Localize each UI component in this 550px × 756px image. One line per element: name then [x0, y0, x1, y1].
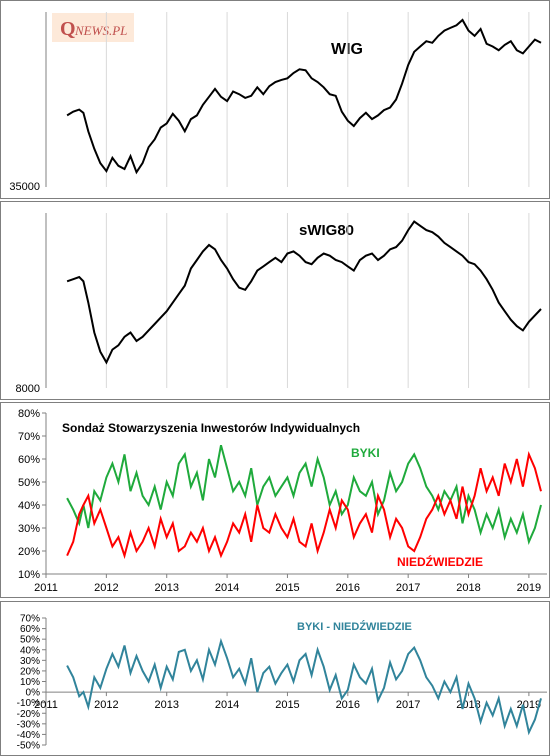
difference-y-tick-label: -30% — [17, 719, 40, 730]
survey-y-tick-label: 70% — [18, 431, 40, 443]
survey-series-niedzwiedzie — [66, 451, 542, 560]
panel-difference: 70%60%50%40%30%20%10%0%-10%-20%-30%-40%-… — [17, 614, 547, 752]
logo-letter: Q — [60, 18, 76, 40]
difference-x-tick-label: 2016 — [336, 699, 360, 711]
survey-x-tick-label: 2011 — [34, 582, 58, 594]
difference-y-tick-label: 50% — [20, 635, 40, 646]
difference-y-tick-label: 10% — [20, 677, 40, 688]
difference-y-tick-label: 0% — [26, 688, 41, 699]
logo-background — [52, 13, 134, 42]
survey-y-tick-label: 30% — [18, 523, 40, 535]
difference-x-tick-label: 2013 — [154, 699, 178, 711]
survey-series-byki — [66, 444, 542, 546]
legend-niedzwiedzie-label: NIEDŹWIEDZIE — [397, 554, 483, 569]
wig-series-line — [66, 18, 542, 175]
legend-difference-label: BYKI - NIEDŹWIEDZIE — [297, 620, 412, 633]
wig-y-tick: 35000 — [9, 181, 40, 193]
survey-x-tick-label: 2018 — [456, 582, 480, 594]
panel-swig-frame — [0, 201, 550, 400]
swig-x-gridlines — [105, 213, 530, 388]
survey-x-tick-label: 2017 — [396, 582, 420, 594]
survey-x-tick-label: 2015 — [275, 582, 299, 594]
panel-wig: 35000 WIG — [9, 12, 542, 193]
difference-x-tick-label: 2017 — [396, 699, 420, 711]
survey-y-tick-label: 50% — [18, 477, 40, 489]
survey-y-tick-label: 40% — [18, 500, 40, 512]
survey-y-tick-label: 60% — [18, 454, 40, 466]
logo-text: NEWS.PL — [74, 23, 127, 38]
survey-x-tick-label: 2012 — [94, 582, 118, 594]
difference-x-tick-label: 2012 — [94, 699, 118, 711]
difference-y-tick-label: 40% — [20, 645, 40, 656]
legend-byki-label: BYKI — [351, 446, 380, 460]
swig-title: sWIG80 — [299, 222, 354, 239]
panel-survey: 10% 20% 30% 40% 50% 60% 70% 80% 2011 2012 2013 2014… — [18, 408, 547, 594]
survey-x-tick-label: 2013 — [154, 582, 178, 594]
survey-x-tick-label: 2014 — [215, 582, 239, 594]
difference-y-tick-label: -20% — [17, 709, 40, 720]
difference-y-tick-label: 20% — [20, 666, 40, 677]
difference-x-tick-label: 2014 — [215, 699, 239, 711]
survey-axes: 10% 20% 30% 40% 50% 60% 70% 80% 2011 2012 2013 2014… — [18, 408, 547, 594]
difference-y-tick-label: 60% — [20, 624, 40, 635]
difference-y-tick-label: -40% — [17, 730, 40, 741]
survey-y-tick-label: 20% — [18, 546, 40, 558]
difference-y-tick-label: 70% — [20, 614, 40, 625]
panel-swig80: 8000 sWIG80 — [16, 213, 542, 395]
difference-x-tick-label: 2015 — [275, 699, 299, 711]
swig-series-line — [66, 220, 542, 365]
survey-x-tick-label: 2019 — [517, 582, 541, 594]
difference-y-tick-label: 30% — [20, 656, 40, 667]
difference-x-tick-label: 2011 — [34, 699, 58, 711]
difference-series-line — [66, 637, 542, 736]
panel-diff-frame — [0, 601, 550, 756]
difference-y-tick-label: -50% — [17, 741, 40, 752]
survey-title: Sondaż Stowarzyszenia Inwestorów Indywid… — [62, 421, 360, 435]
logo: Q NEWS.PL — [52, 13, 134, 42]
survey-y-tick-label: 10% — [18, 569, 40, 581]
survey-x-tick-label: 2016 — [336, 582, 360, 594]
swig-y-tick: 8000 — [16, 383, 40, 395]
difference-y-tick-label: -10% — [17, 698, 40, 709]
wig-title: WIG — [331, 41, 363, 58]
survey-y-tick-label: 80% — [18, 408, 40, 420]
wig-x-gridlines — [105, 12, 530, 187]
